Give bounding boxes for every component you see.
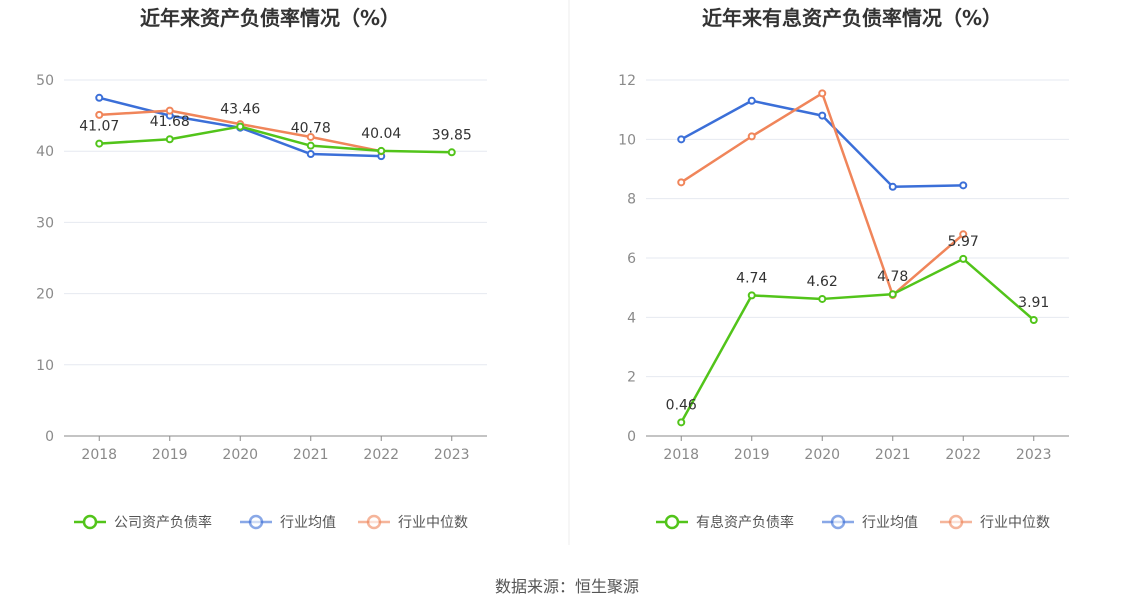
- data-point: [306, 150, 315, 159]
- legend-marker: [948, 514, 964, 530]
- data-point: [888, 182, 897, 191]
- y-tick-label: 10: [618, 132, 636, 148]
- legend-marker: [664, 514, 680, 530]
- legend-marker: [82, 514, 98, 530]
- x-tick-label: 2019: [152, 447, 188, 463]
- y-tick-label: 2: [627, 370, 636, 386]
- chart-title: 近年来资产负债率情况（%）: [140, 6, 400, 30]
- series-line: [99, 125, 452, 154]
- data-point: [236, 122, 245, 131]
- data-point: [677, 135, 686, 144]
- data-label: 43.46: [220, 102, 260, 118]
- data-point: [818, 111, 827, 120]
- data-point: [959, 181, 968, 190]
- x-tick-label: 2022: [945, 447, 981, 463]
- x-tick-label: 2020: [222, 447, 258, 463]
- y-tick-label: 6: [627, 251, 636, 267]
- data-point: [306, 141, 315, 150]
- legend-label: 行业中位数: [398, 515, 468, 531]
- x-tick-label: 2020: [804, 447, 840, 463]
- data-point: [677, 418, 686, 427]
- y-tick-label: 8: [627, 192, 636, 208]
- data-point: [959, 254, 968, 263]
- data-label: 41.07: [79, 119, 119, 135]
- y-tick-label: 12: [618, 73, 636, 89]
- chart-title: 近年来有息资产负债率情况（%）: [702, 6, 1002, 30]
- data-point: [818, 89, 827, 98]
- x-tick-label: 2023: [434, 447, 470, 463]
- y-tick-label: 10: [36, 358, 54, 374]
- x-tick-label: 2019: [734, 447, 770, 463]
- x-tick-label: 2021: [875, 447, 911, 463]
- series-line: [680, 257, 1035, 423]
- data-point: [747, 132, 756, 141]
- chart-interest-bearing-liability-ratio: 近年来有息资产负债率情况（%） 0 2 4 6 8 10 12 2018 2019 2020 2021…: [618, 6, 1069, 531]
- data-label: 41.68: [150, 114, 190, 130]
- legend-label: 有息资产负债率: [696, 514, 794, 531]
- data-point: [447, 148, 456, 157]
- data-point: [888, 290, 897, 299]
- legend-label: 行业均值: [862, 515, 918, 531]
- data-point: [677, 178, 686, 187]
- chart-asset-liability-ratio: 近年来资产负债率情况（%） 0 10 20 30 40 50 2018 2019 2020 2021…: [36, 6, 487, 531]
- data-label: 40.78: [291, 121, 331, 137]
- data-label: 4.62: [807, 274, 838, 290]
- data-label: 4.74: [736, 270, 767, 286]
- y-tick-label: 30: [36, 215, 54, 231]
- data-point: [818, 294, 827, 303]
- x-tick-label: 2022: [363, 447, 399, 463]
- data-label: 4.78: [877, 269, 908, 285]
- y-tick-label: 40: [36, 144, 54, 160]
- x-tick-label: 2018: [663, 447, 699, 463]
- x-tick-label: 2018: [81, 447, 117, 463]
- y-tick-label: 0: [627, 429, 636, 445]
- x-tick-label: 2021: [293, 447, 329, 463]
- source-note: 数据来源：恒生聚源: [495, 577, 639, 596]
- data-label: 0.46: [666, 397, 697, 413]
- data-point: [165, 135, 174, 144]
- data-point: [1029, 316, 1038, 325]
- data-point: [377, 146, 386, 155]
- data-label: 40.04: [361, 126, 401, 142]
- legend-label: 行业中位数: [980, 515, 1050, 531]
- legend-label: 公司资产负债率: [114, 514, 212, 531]
- x-tick-label: 2023: [1016, 447, 1052, 463]
- legend-label: 行业均值: [280, 515, 336, 531]
- series-line: [680, 92, 965, 297]
- data-point: [95, 110, 104, 119]
- data-point: [95, 93, 104, 102]
- data-point: [959, 230, 968, 239]
- legend-marker: [830, 514, 846, 530]
- data-label: 3.91: [1018, 295, 1049, 311]
- legend-marker: [366, 514, 382, 530]
- y-tick-label: 0: [45, 429, 54, 445]
- data-point: [95, 139, 104, 148]
- data-point: [165, 106, 174, 115]
- data-label: 39.85: [432, 127, 472, 143]
- data-label: 5.97: [948, 234, 979, 250]
- data-point: [747, 96, 756, 105]
- data-point: [306, 132, 315, 141]
- data-point: [747, 291, 756, 300]
- y-tick-label: 4: [627, 310, 636, 326]
- y-tick-label: 20: [36, 287, 54, 303]
- legend-marker: [248, 514, 264, 530]
- y-tick-label: 50: [36, 73, 54, 89]
